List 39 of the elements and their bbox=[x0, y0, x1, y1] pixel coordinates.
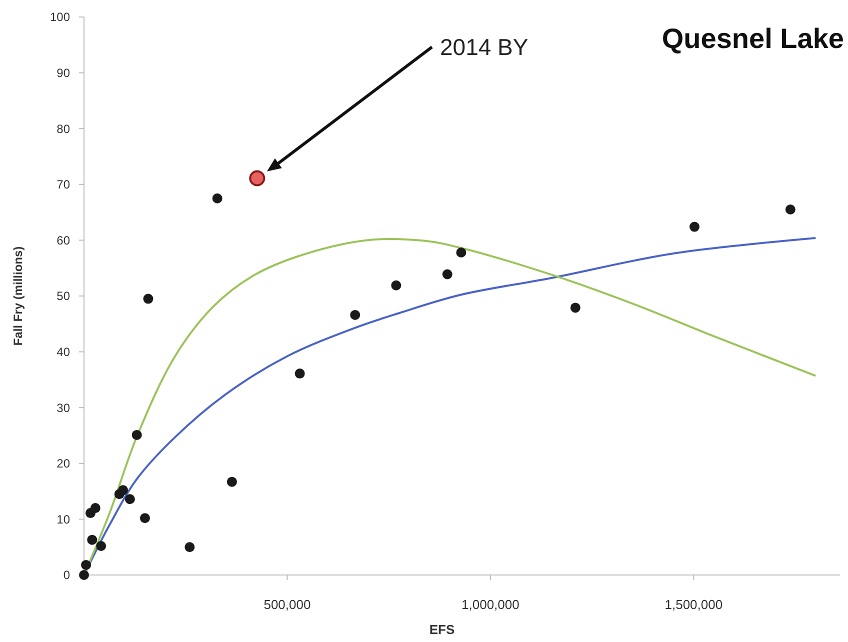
point bbox=[456, 247, 466, 258]
x-tick-label: 1,000,000 bbox=[462, 597, 520, 612]
point bbox=[570, 302, 580, 313]
point bbox=[212, 193, 222, 204]
point bbox=[226, 476, 237, 487]
point bbox=[96, 540, 106, 551]
y-tick-label: 50 bbox=[56, 289, 70, 304]
point bbox=[391, 280, 402, 290]
point bbox=[118, 485, 128, 496]
point bbox=[81, 560, 92, 570]
point bbox=[132, 430, 142, 440]
point bbox=[140, 513, 150, 524]
point bbox=[184, 542, 195, 552]
point bbox=[124, 494, 135, 504]
y-tick-label: 0 bbox=[63, 568, 70, 582]
point bbox=[249, 170, 266, 186]
point bbox=[442, 269, 452, 280]
y-tick-label: 80 bbox=[56, 122, 70, 136]
point bbox=[90, 503, 100, 514]
point bbox=[294, 368, 305, 379]
point bbox=[689, 222, 700, 232]
y-tick-label: 100 bbox=[50, 10, 70, 24]
x-axis-title: EFS bbox=[429, 622, 455, 637]
point bbox=[785, 204, 796, 215]
x-tick-label: 500,000 bbox=[264, 597, 311, 612]
x-tick-label: 1,500,000 bbox=[664, 597, 723, 612]
y-tick-label: 40 bbox=[56, 345, 70, 359]
y-axis-title: Fall Fry (millions) bbox=[11, 246, 25, 346]
chart-title: Quesnel Lake bbox=[662, 23, 844, 54]
y-tick-label: 60 bbox=[56, 233, 70, 248]
y-tick-label: 10 bbox=[56, 512, 70, 526]
y-tick-label: 20 bbox=[56, 456, 70, 471]
y-tick-label: 90 bbox=[56, 66, 70, 80]
y-tick-label: 70 bbox=[56, 178, 70, 192]
point bbox=[143, 294, 154, 304]
point bbox=[87, 534, 98, 545]
annotation: 2014 BY bbox=[440, 34, 528, 60]
y-tick-label: 30 bbox=[56, 400, 70, 415]
point bbox=[350, 310, 360, 320]
